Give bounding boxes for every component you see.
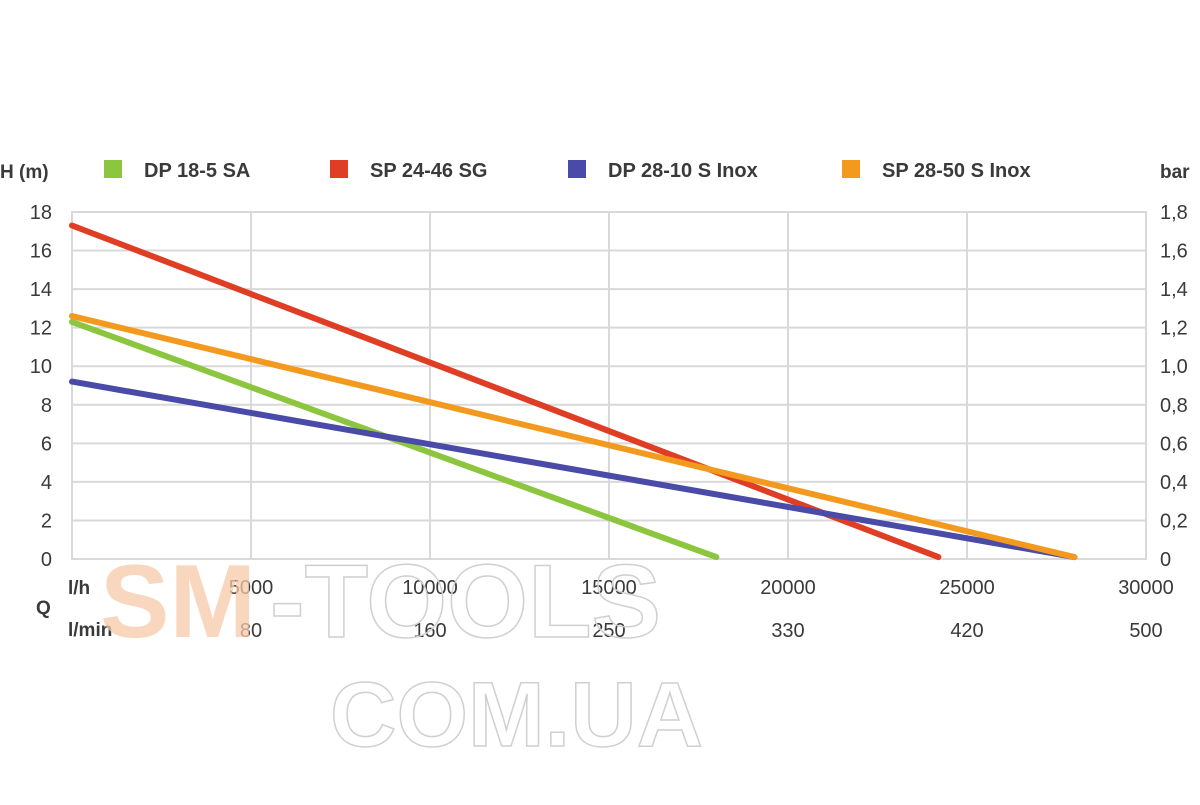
x-tick-label-min: 500 <box>1129 620 1162 642</box>
x-axis-ticks-lh: 5000 10000 15000 20000 25000 30000 <box>229 577 1174 599</box>
legend-swatch <box>104 160 122 178</box>
y-axis-label: H (m) <box>0 162 49 183</box>
y2-tick-label: 1,4 <box>1160 279 1188 301</box>
y2-tick-label: 0,8 <box>1160 395 1188 417</box>
y-tick-label: 10 <box>30 356 52 378</box>
y2-tick-label: 1,2 <box>1160 318 1188 340</box>
x-tick-label: 10000 <box>402 577 458 599</box>
y-tick-label: 18 <box>30 202 52 224</box>
x-tick-label-min: 160 <box>413 620 446 642</box>
grid-lines <box>71 211 1147 560</box>
x-tick-label: 15000 <box>581 577 637 599</box>
x-tick-label-min: 80 <box>240 620 262 642</box>
y-tick-label: 16 <box>30 241 52 263</box>
legend-item: DP 18-5 SA <box>104 160 250 182</box>
watermark-domain: COM.UA <box>330 664 703 766</box>
legend-label: SP 24-46 SG <box>370 160 487 182</box>
legend-item: SP 28-50 S Inox <box>842 160 1031 182</box>
x-tick-label-min: 250 <box>592 620 625 642</box>
legend-item: SP 24-46 SG <box>330 160 487 182</box>
series-line-2 <box>69 378 1078 561</box>
x-tick-label: 20000 <box>760 577 816 599</box>
legend-item: DP 28-10 S Inox <box>568 160 758 182</box>
y2-tick-label: 0,6 <box>1160 433 1188 455</box>
y-tick-label: 4 <box>41 472 52 494</box>
legend-swatch <box>568 160 586 178</box>
legend-label: DP 28-10 S Inox <box>608 160 758 182</box>
series-lines <box>69 222 1078 561</box>
y2-tick-label: 0,2 <box>1160 510 1188 532</box>
y-tick-label: 14 <box>30 279 52 301</box>
y2-tick-label: 0 <box>1160 549 1171 571</box>
watermark-sm: SM <box>100 544 256 660</box>
y2-axis-label: bar <box>1160 162 1190 183</box>
x-unit-lmin: l/min <box>68 620 112 641</box>
y2-tick-label: 1,0 <box>1160 356 1188 378</box>
x-tick-label-min: 420 <box>950 620 983 642</box>
series-line-3 <box>69 313 1078 561</box>
y-tick-label: 12 <box>30 318 52 340</box>
series-line-1 <box>69 222 942 561</box>
y2-tick-label: 0,4 <box>1160 472 1188 494</box>
y2-tick-label: 1,6 <box>1160 241 1188 263</box>
y2-axis-ticks: 0 0,2 0,4 0,6 0,8 1,0 1,2 1,4 1,6 1,8 <box>1160 202 1188 571</box>
y2-tick-label: 1,8 <box>1160 202 1188 224</box>
legend: DP 18-5 SA SP 24-46 SG DP 28-10 S Inox SP 2… <box>104 160 1031 182</box>
legend-swatch <box>330 160 348 178</box>
legend-swatch <box>842 160 860 178</box>
x-axis-label: Q <box>36 598 51 619</box>
watermark-tools: -TOOLS <box>270 544 661 660</box>
y-tick-label: 0 <box>41 549 52 571</box>
x-tick-label: 25000 <box>939 577 995 599</box>
x-tick-label: 5000 <box>229 577 274 599</box>
y-axis-ticks: 0 2 4 6 8 10 12 14 16 18 <box>30 202 52 571</box>
legend-label: SP 28-50 S Inox <box>882 160 1031 182</box>
x-unit-lh: l/h <box>68 578 90 599</box>
x-tick-label-min: 330 <box>771 620 804 642</box>
watermark: SM -TOOLS COM.UA <box>100 543 704 767</box>
y-tick-label: 8 <box>41 395 52 417</box>
y-tick-label: 6 <box>41 433 52 455</box>
legend-label: DP 18-5 SA <box>144 160 250 182</box>
y-tick-label: 2 <box>41 510 52 532</box>
x-tick-label: 30000 <box>1118 577 1174 599</box>
x-axis-ticks-lmin: 80 160 250 330 420 500 <box>240 620 1163 642</box>
